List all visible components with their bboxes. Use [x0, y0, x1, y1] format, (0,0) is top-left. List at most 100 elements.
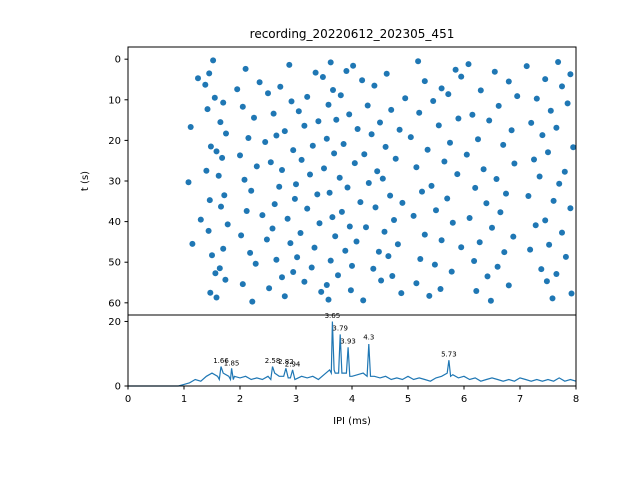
scatter-point: [433, 207, 439, 214]
scatter-point: [249, 298, 256, 305]
scatter-point: [363, 224, 369, 231]
scatter-point: [372, 204, 379, 211]
scatter-point: [187, 124, 194, 130]
peak-annotation: 3.65: [325, 312, 341, 320]
peak-annotation: 1.66: [213, 357, 229, 365]
scatter-point: [501, 249, 508, 256]
scatter-point: [234, 86, 241, 93]
scatter-point: [271, 201, 278, 208]
scatter-point: [304, 205, 311, 212]
scatter-point: [361, 151, 368, 158]
scatter-point: [559, 229, 565, 236]
scatter-point: [307, 171, 313, 178]
tick-label: 20: [108, 317, 121, 328]
scatter-point: [438, 237, 445, 244]
scatter-point: [493, 176, 500, 182]
peak-annotation: 5.73: [441, 350, 457, 358]
scatter-point: [431, 261, 438, 268]
scatter-point: [564, 100, 571, 107]
scatter-point: [219, 154, 226, 161]
scatter-point: [204, 106, 211, 113]
scatter-point: [374, 168, 381, 175]
scatter-point: [223, 130, 229, 137]
scatter-point: [379, 175, 386, 182]
scatter-point: [284, 215, 291, 222]
scatter-point: [458, 244, 465, 251]
peak-annotation: 2.94: [285, 361, 301, 369]
scatter-point: [539, 132, 546, 139]
scatter-point: [472, 184, 479, 191]
scatter-point: [445, 91, 452, 98]
tick-label: 0: [115, 55, 121, 66]
scatter-point: [252, 260, 259, 267]
scatter-point: [455, 115, 462, 122]
scatter-point: [368, 131, 375, 138]
scatter-point: [550, 197, 557, 204]
histogram-axes-box: [127, 314, 577, 387]
scatter-point: [370, 265, 377, 272]
scatter-point: [344, 184, 351, 191]
scatter-point: [383, 70, 390, 77]
scatter-point: [318, 288, 325, 295]
x-axis-label: IPI (ms): [333, 416, 371, 427]
tick-label: 4: [349, 394, 355, 405]
scatter-point: [452, 66, 459, 73]
scatter-point: [480, 166, 487, 173]
scatter-point: [527, 246, 534, 253]
y-axis-label: t (s): [80, 171, 91, 191]
scatter-point: [316, 220, 323, 227]
scatter-point: [331, 150, 338, 157]
scatter-point: [394, 241, 401, 248]
scatter-point: [489, 224, 495, 231]
scatter-point: [398, 290, 405, 297]
scatter-point: [469, 111, 476, 118]
scatter-point: [505, 78, 512, 85]
scatter-point: [220, 245, 227, 252]
histogram-plot: [128, 321, 577, 387]
scatter-point: [220, 99, 227, 106]
scatter-point: [371, 82, 378, 89]
scatter-point: [327, 59, 334, 66]
peak-annotation: 2.58: [265, 357, 281, 365]
scatter-point: [477, 87, 484, 94]
scatter-point: [392, 155, 399, 162]
scatter-point: [212, 270, 219, 277]
tick-label: 0: [125, 394, 131, 405]
scatter-point: [476, 239, 483, 246]
scatter-point: [288, 98, 295, 105]
scatter-point: [338, 208, 345, 215]
scatter-point: [466, 215, 473, 221]
tick-label: 40: [108, 217, 121, 228]
scatter-point: [342, 247, 349, 254]
scatter-point: [189, 240, 196, 247]
scatter-point: [217, 119, 224, 126]
scatter-point: [263, 236, 270, 243]
scatter-point: [197, 216, 204, 223]
scatter-point: [253, 163, 260, 170]
scatter-point: [336, 174, 343, 181]
scatter-point: [350, 62, 357, 69]
scatter-point: [323, 282, 330, 288]
scatter-point: [311, 244, 318, 251]
scatter-point: [503, 190, 509, 197]
scatter-point: [438, 85, 445, 92]
scatter-point: [444, 195, 451, 202]
tick-label: 60: [108, 298, 121, 309]
scatter-point: [388, 106, 395, 113]
scatter-point: [211, 94, 218, 101]
scatter-point: [337, 92, 344, 99]
scatter-point: [281, 128, 288, 135]
scatter-point: [561, 168, 568, 175]
tick-label: 0: [115, 382, 121, 393]
scatter-point: [417, 256, 424, 262]
scatter-point: [319, 74, 326, 80]
scatter-point: [454, 171, 461, 178]
scatter-point: [549, 295, 556, 302]
scatter-point: [505, 282, 512, 289]
scatter-point: [321, 165, 327, 172]
scatter-point: [556, 180, 563, 187]
scatter-point: [514, 93, 521, 100]
scatter-point: [567, 71, 574, 78]
scatter-point: [343, 68, 350, 74]
scatter-point: [265, 90, 271, 97]
